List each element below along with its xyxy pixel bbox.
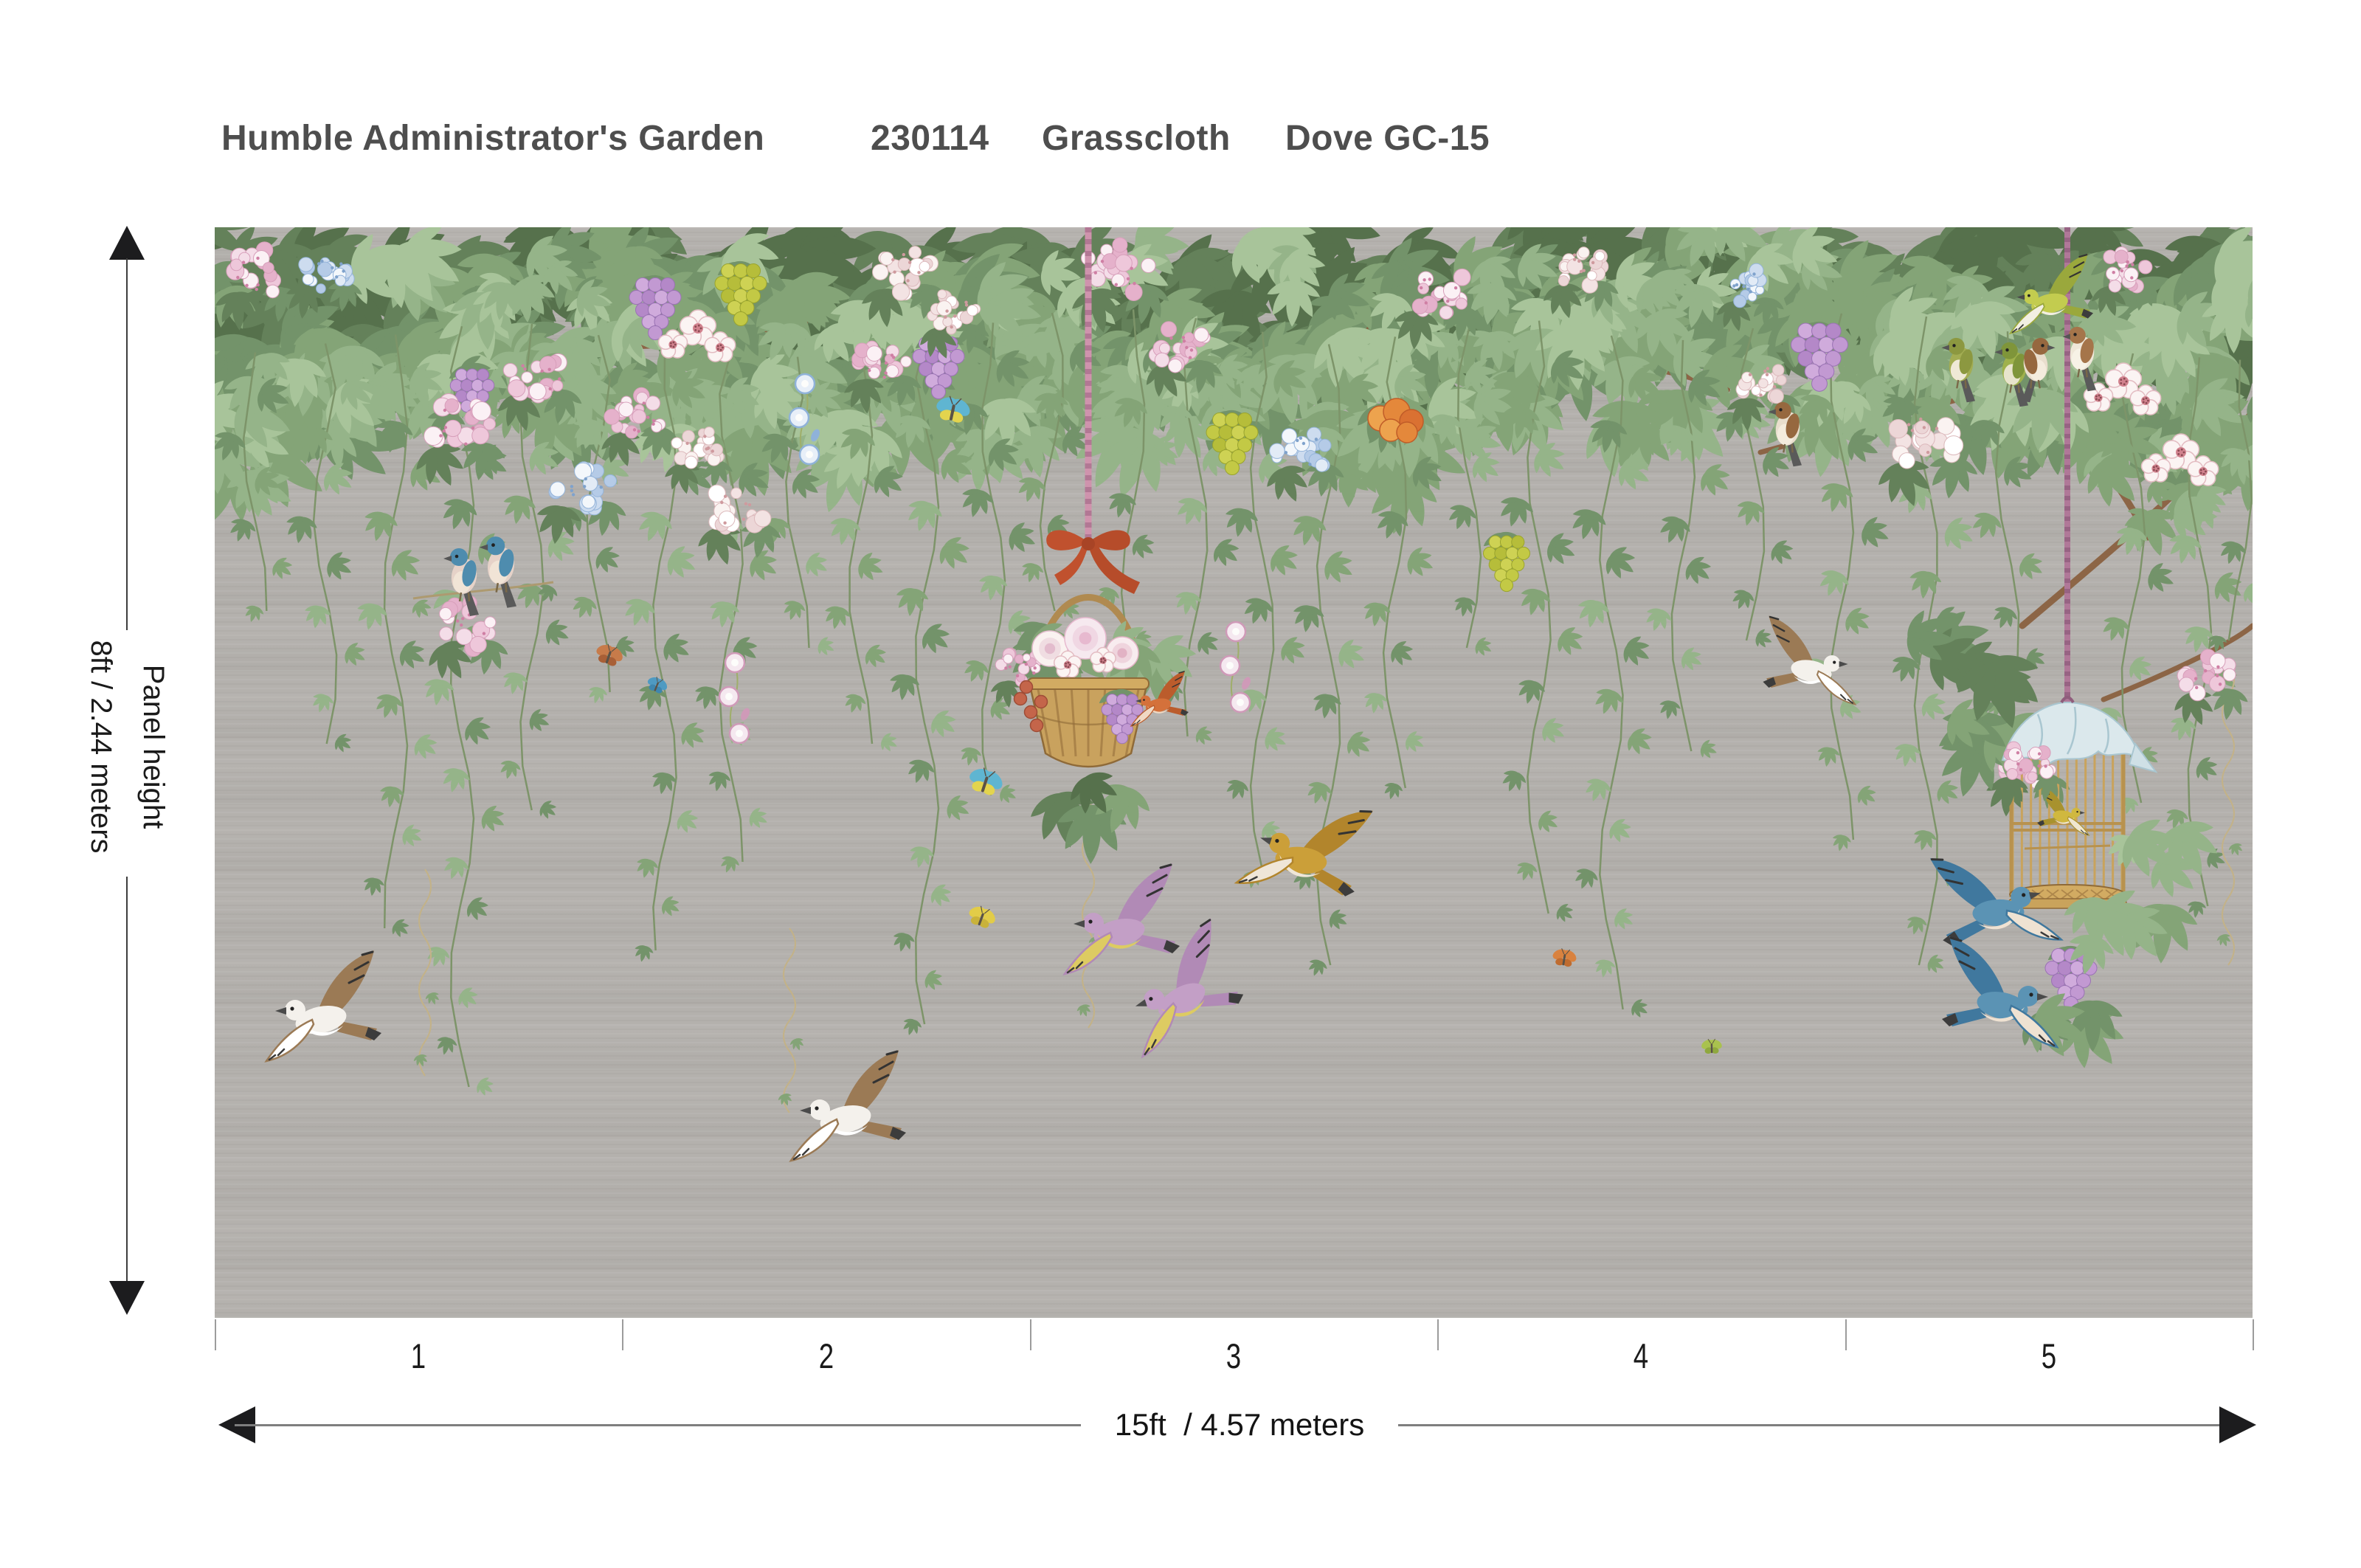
dimension-arrow-up-icon <box>109 226 145 260</box>
product-colorway: Dove GC-15 <box>1285 118 1490 159</box>
panel-tick <box>1437 1319 1439 1350</box>
product-title: Humble Administrator's Garden <box>221 118 764 159</box>
panel-height-label-line1: Panel height <box>137 665 170 829</box>
panel-width-label: 15ft / 4.57 meters <box>1115 1407 1365 1443</box>
width-dimension-line-left <box>235 1424 1081 1426</box>
panel-tick <box>1029 1319 1031 1350</box>
panel-number: 4 <box>1634 1336 1648 1377</box>
panel-height-label: Panel height 8ft / 2.44 meters <box>75 640 179 853</box>
height-dimension-line-bottom <box>126 877 128 1282</box>
dimension-arrow-down-icon <box>109 1281 145 1315</box>
panel-tick <box>215 1319 216 1350</box>
width-dimension-line-right <box>1398 1424 2236 1426</box>
panel-tick <box>622 1319 624 1350</box>
panel-number: 1 <box>411 1336 426 1377</box>
mural-artwork <box>215 227 2253 1162</box>
dimension-arrow-right-icon <box>2219 1406 2256 1443</box>
mural-panel <box>215 227 2253 1318</box>
panel-tick <box>2253 1319 2254 1350</box>
product-code: 230114 <box>871 118 989 159</box>
panel-number: 5 <box>2042 1336 2056 1377</box>
panel-number: 2 <box>818 1336 833 1377</box>
panel-number: 3 <box>1226 1336 1241 1377</box>
height-dimension-line-top <box>126 258 128 630</box>
panel-height-label-line2: 8ft / 2.44 meters <box>85 640 117 853</box>
panel-tick <box>1845 1319 1847 1350</box>
product-material: Grasscloth <box>1042 118 1231 159</box>
